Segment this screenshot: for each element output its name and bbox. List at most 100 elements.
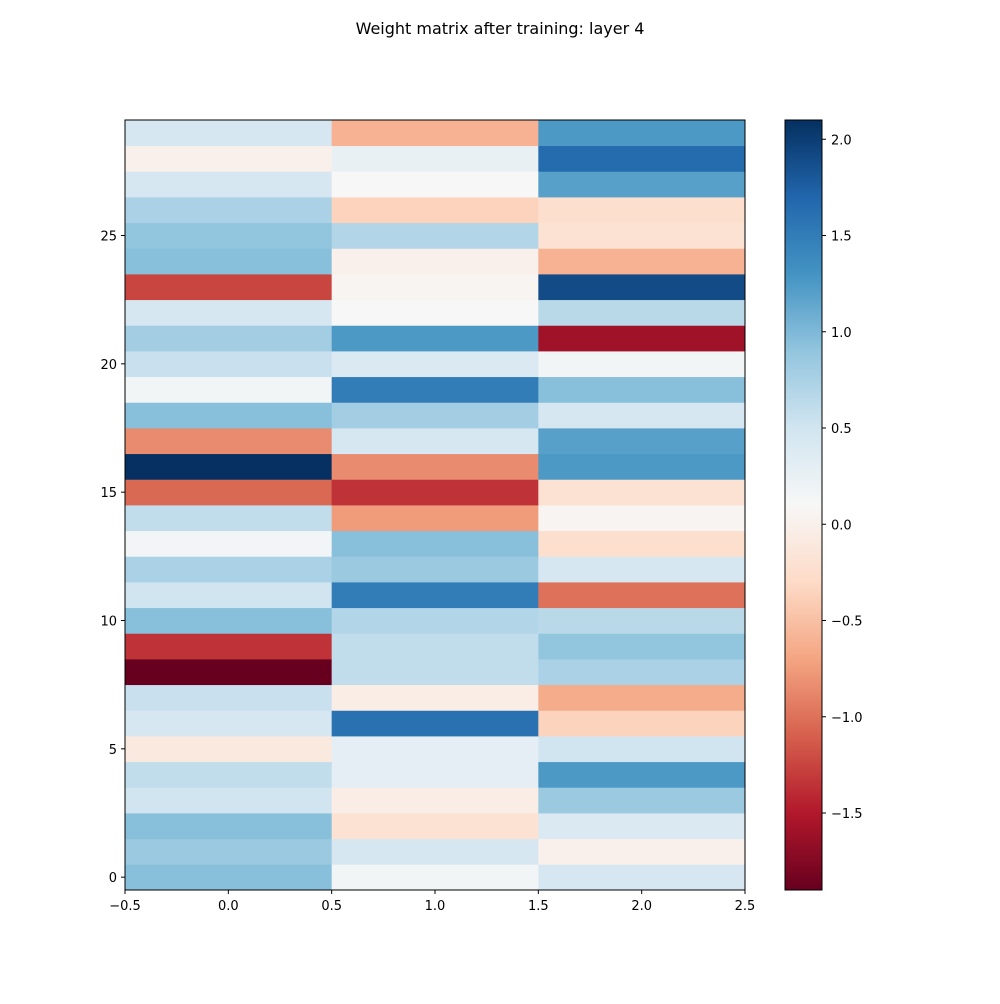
heatmap-cell [538,171,746,198]
heatmap-cell [125,556,333,583]
heatmap-cell [125,659,333,686]
heatmap-cell [331,736,539,763]
heatmap-cell [331,684,539,711]
heatmap-cell [125,171,333,198]
heatmap-cell [331,120,539,147]
heatmap-cell [125,197,333,224]
y-tick-label: 20 [100,358,117,373]
heatmap-cell [331,838,539,865]
heatmap-cell [538,325,746,352]
x-tick-label: 0.5 [321,899,342,914]
heatmap-cell [538,659,746,686]
colorbar-tick-label: 0.5 [831,422,852,437]
heatmap-cell [125,838,333,865]
heatmap-cell [125,376,333,403]
heatmap-cell [331,607,539,634]
heatmap-cell [331,402,539,429]
heatmap-cell [125,428,333,455]
y-tick-label: 15 [100,486,117,501]
heatmap-cell [331,222,539,249]
chart-title: Weight matrix after training: layer 4 [356,19,645,38]
colorbar-ticks: −1.5 −1.0 −0.5 0.0 0.5 1.0 1.5 2.0 [822,133,863,822]
heatmap-cell [125,761,333,788]
heatmap-cell [538,864,746,891]
colorbar-tick-label: −1.5 [831,807,863,822]
heatmap-cell [125,325,333,352]
heatmap-cell [538,633,746,660]
x-tick-label: 2.0 [631,899,652,914]
heatmap-cell [125,505,333,532]
heatmap-cell [125,787,333,814]
heatmap-cell [538,761,746,788]
heatmap-cell [125,582,333,609]
colorbar-tick-label: 0.0 [831,518,852,533]
heatmap-cell [538,145,746,172]
heatmap-cell [125,736,333,763]
heatmap-cell [538,787,746,814]
heatmap-cell [538,197,746,224]
heatmap-cell [331,633,539,660]
heatmap-cell [125,248,333,275]
colorbar-frame [784,119,823,891]
y-tick-label: 0 [109,871,117,886]
heatmap-cell [331,248,539,275]
x-tick-label: 1.0 [425,899,446,914]
heatmap-cell [331,351,539,378]
heatmap-cell [125,813,333,840]
heatmap-cell [125,120,333,147]
colorbar-tick-label: 2.0 [831,133,852,148]
heatmap-cell [125,222,333,249]
heatmap-cell [538,402,746,429]
heatmap-cell [538,120,746,147]
heatmap-cell [125,145,333,172]
heatmap-cell [125,351,333,378]
heatmap-cell [331,556,539,583]
heatmap-cell [538,428,746,455]
heatmap-cell [538,299,746,326]
heatmap-cell [538,607,746,634]
heatmap-cell [331,274,539,301]
heatmap-cell [125,479,333,506]
heatmap-cell [125,274,333,301]
heatmap-cell [538,710,746,737]
heatmap-cell [538,248,746,275]
heatmap-cell [331,864,539,891]
heatmap-cell [538,582,746,609]
heatmap-cell [331,428,539,455]
heatmap-cell [125,299,333,326]
y-tick-label: 5 [109,743,117,758]
colorbar-tick-label: −1.0 [831,711,863,726]
heatmap-cell [331,299,539,326]
x-axis: −0.5 0.0 0.5 1.0 1.5 2.0 2.5 [109,890,755,914]
y-axis: 0 5 10 15 20 25 [100,230,125,886]
heatmap-cell [125,453,333,480]
heatmap-cell [331,453,539,480]
heatmap-cell [331,376,539,403]
y-tick-label: 25 [100,230,117,245]
heatmap-cell [538,838,746,865]
heatmap-cell [331,659,539,686]
heatmap-cell [538,351,746,378]
heatmap-cell [125,530,333,557]
heatmap-cell [331,530,539,557]
heatmap-cell [125,402,333,429]
heatmap-cell [331,710,539,737]
x-tick-label: 2.5 [735,899,756,914]
heatmap-cell [538,813,746,840]
heatmap-cell [125,710,333,737]
colorbar-tick-label: 1.0 [831,326,852,341]
heatmap-cell [125,684,333,711]
heatmap-cell [331,813,539,840]
heatmap-cell [125,633,333,660]
colorbar-tick-label: 1.5 [831,230,852,245]
heatmap-cell [538,530,746,557]
heatmap-cell [125,864,333,891]
heatmap-cell [538,505,746,532]
heatmap-cell [331,197,539,224]
heatmap-cell [331,505,539,532]
heatmap-cell [538,376,746,403]
heatmap-cell [331,479,539,506]
heatmap-cell [331,325,539,352]
